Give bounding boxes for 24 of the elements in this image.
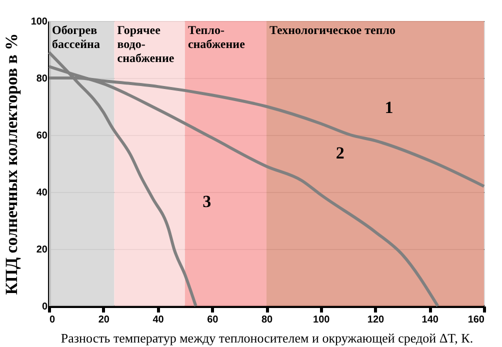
x-tick-label: 60 xyxy=(207,314,219,326)
y-axis-title: КПД солнечных коллекторов в % xyxy=(2,33,21,295)
y-tick-label: 40 xyxy=(36,188,48,198)
y-tick-label: 100 xyxy=(30,16,48,28)
x-axis-title: Разность температур между теплоносителем и окружающей средой ΔT, К. xyxy=(60,330,474,346)
y-tick-label: 20 xyxy=(36,244,48,256)
annotation: 3 xyxy=(202,192,212,212)
band-label: Горячее водо- снабжение xyxy=(117,23,175,65)
band-label: Обогрев бассейна xyxy=(52,23,100,51)
x-tick-label: 40 xyxy=(152,314,164,326)
y-tick-label: 0 xyxy=(42,302,48,312)
x-tick-label: 140 xyxy=(422,314,439,326)
x-tick-label: 100 xyxy=(313,314,330,326)
y-tick-label: 60 xyxy=(36,130,48,142)
annotation: 2 xyxy=(336,144,344,163)
y-tick-label: 80 xyxy=(36,74,48,84)
x-tick-label: 80 xyxy=(261,314,273,326)
band-label: Технологическое тепло xyxy=(270,23,396,37)
x-tick-label: 0 xyxy=(50,314,56,326)
x-tick-label: 20 xyxy=(98,314,110,326)
band-label: Тепло- снабжение xyxy=(188,23,246,51)
x-tick-label: 160 xyxy=(468,314,485,326)
annotation: 1 xyxy=(384,98,394,117)
x-tick-label: 120 xyxy=(367,314,385,326)
